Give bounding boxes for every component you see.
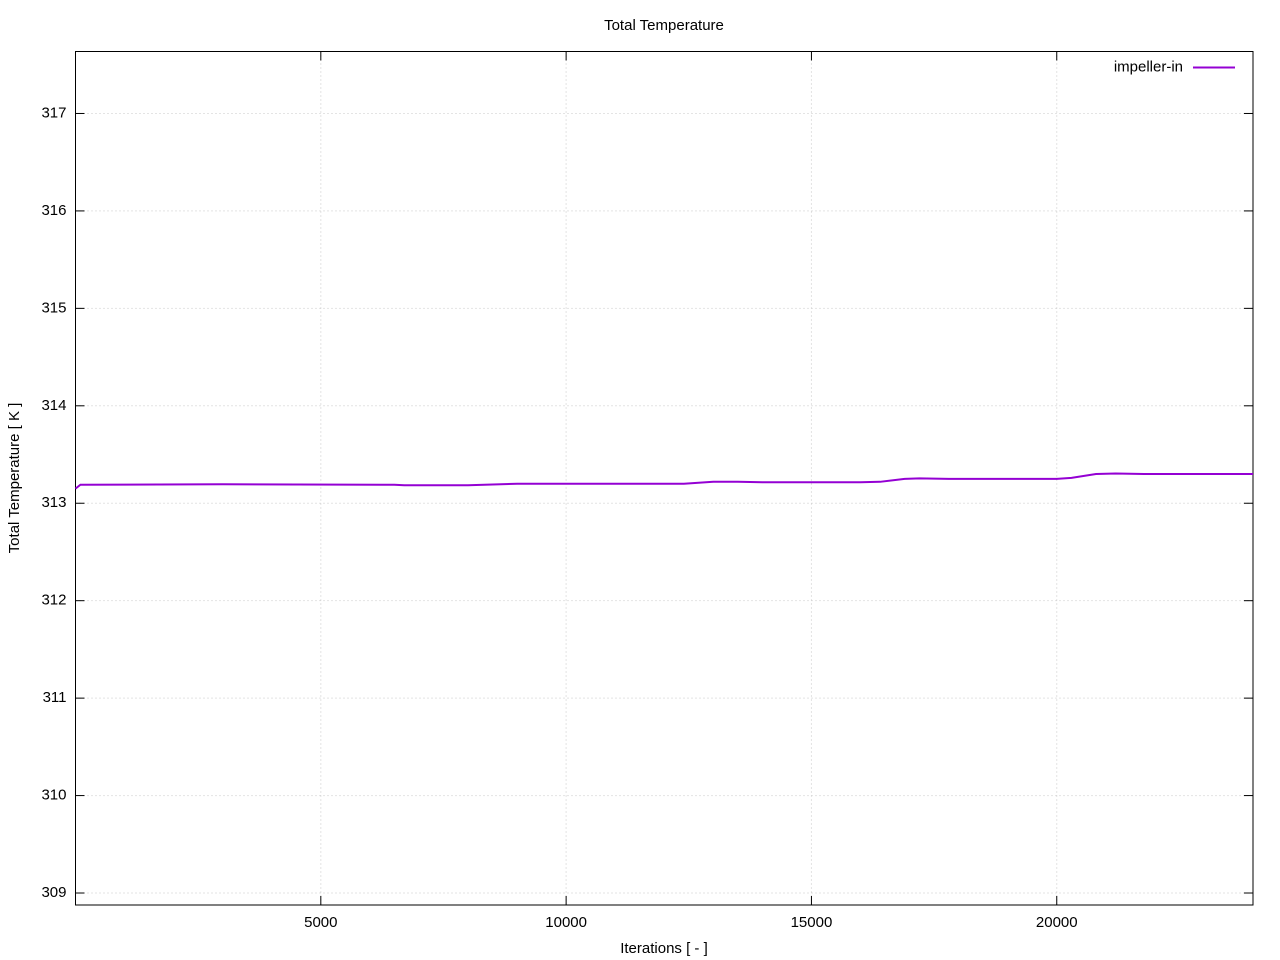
y-tick-label: 310: [41, 787, 66, 804]
plot-frame: [75, 51, 1254, 906]
y-tick-label: 309: [41, 884, 66, 901]
y-tick-label: 315: [41, 299, 66, 316]
x-tick-label: 5000: [304, 914, 337, 931]
y-tick-label: 314: [41, 397, 66, 414]
x-tick-label: 15000: [791, 914, 833, 931]
x-tick-label: 10000: [545, 914, 587, 931]
data-line: [74, 472, 1253, 490]
chart-title: Total Temperature: [604, 17, 724, 34]
y-tick-label: 312: [41, 592, 66, 609]
legend-label: impeller-in: [1114, 58, 1183, 75]
x-axis-label: Iterations [ - ]: [620, 940, 708, 957]
y-tick-label: 313: [41, 494, 66, 511]
y-tick-label: 311: [43, 689, 67, 706]
y-tick-label: 317: [41, 104, 66, 121]
y-tick-label: 316: [41, 202, 66, 219]
x-tick-label: 20000: [1036, 914, 1078, 931]
y-axis-label: Total Temperature [ K ]: [6, 403, 23, 554]
